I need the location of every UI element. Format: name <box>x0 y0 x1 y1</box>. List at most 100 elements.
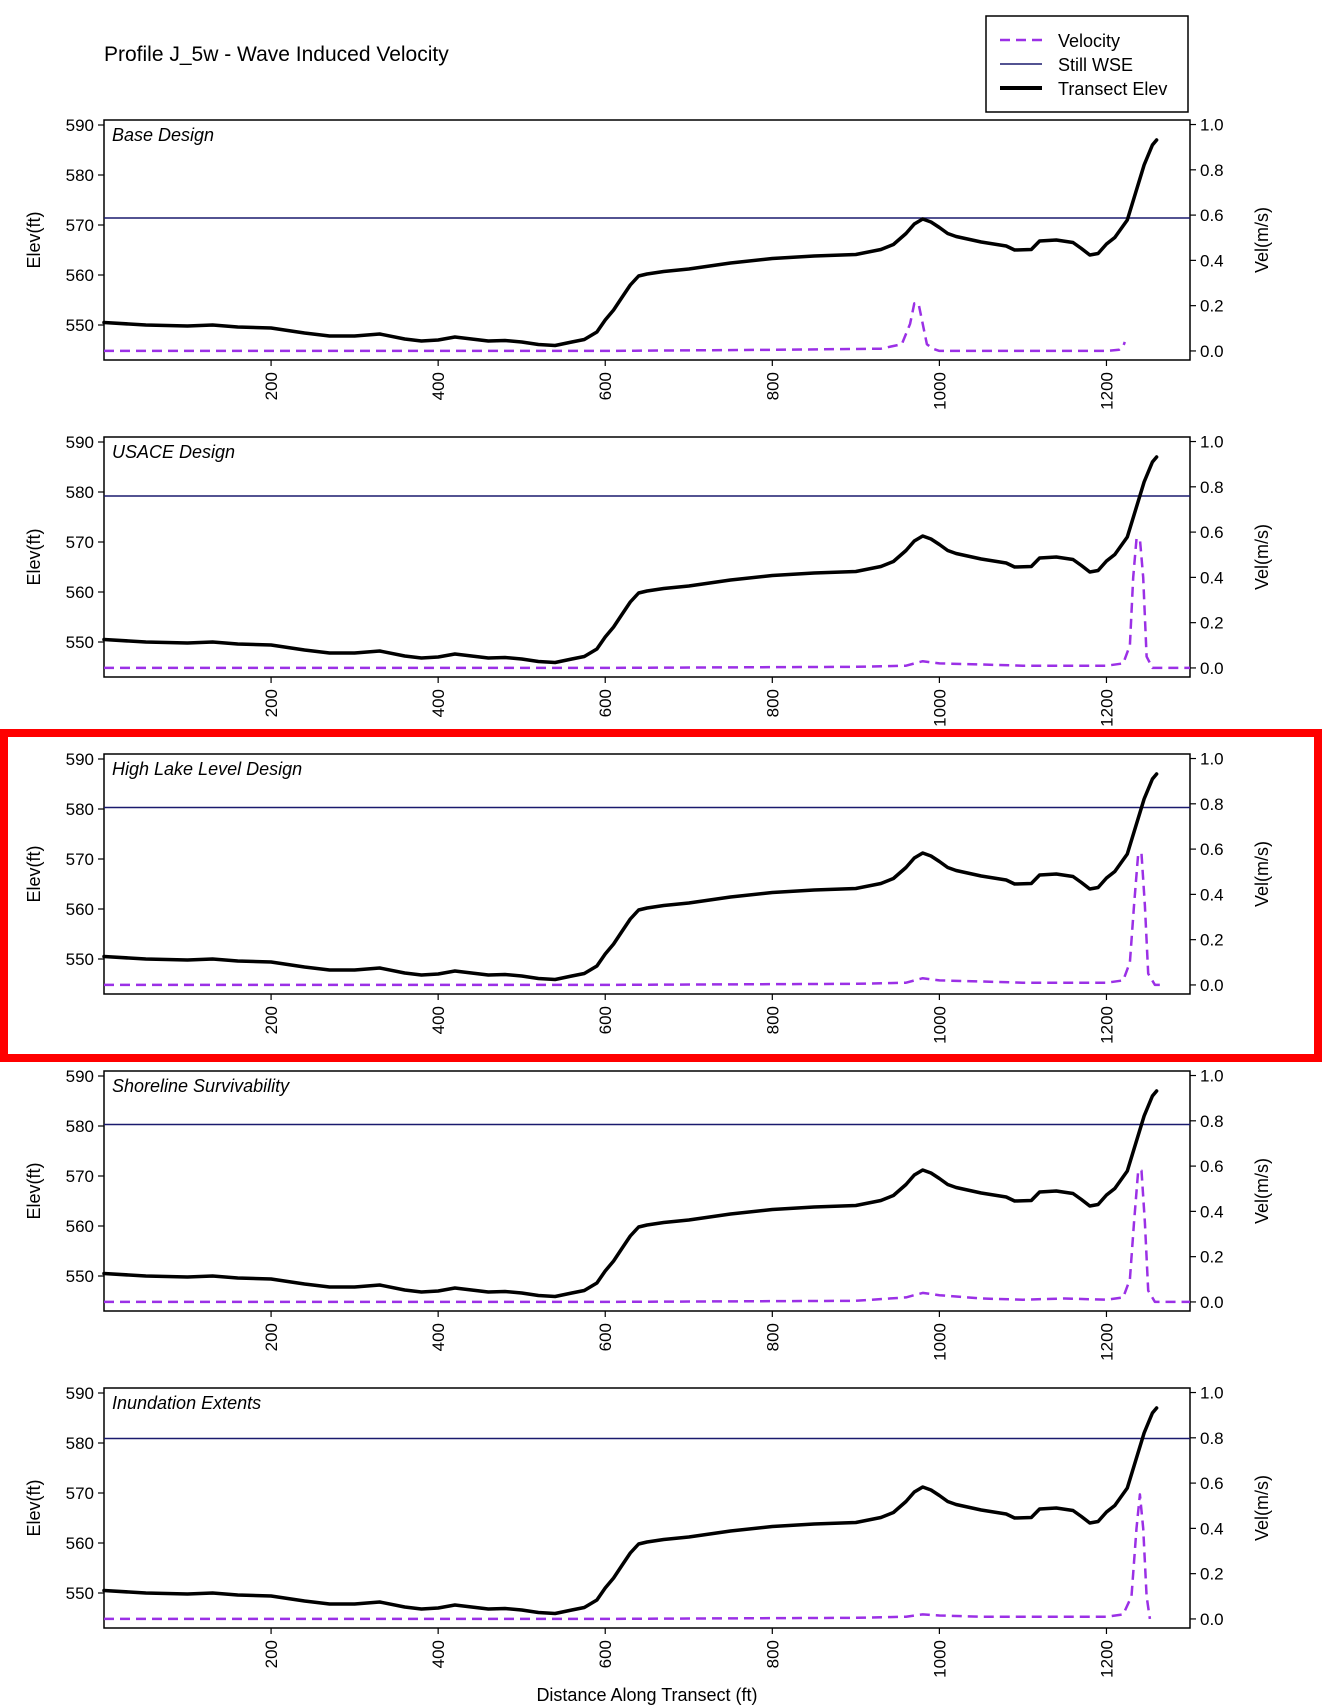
x-tick-label: 600 <box>596 689 615 717</box>
panel-1: Base Design 550 560 570 580 590 0.0 0.2 0.4 0.6 0.… <box>24 116 1272 410</box>
panel-title: Base Design <box>112 125 214 145</box>
y2-tick-label: 0.0 <box>1200 1610 1224 1629</box>
y-tick-label: 580 <box>66 1117 94 1136</box>
y2-axis-label: Vel(m/s) <box>1252 1475 1272 1541</box>
x-tick-label: 1000 <box>930 689 949 727</box>
y2-tick-label: 0.2 <box>1200 1248 1224 1267</box>
x-tick-label: 600 <box>596 1006 615 1034</box>
x-tick-label: 400 <box>429 1006 448 1034</box>
panel-3: High Lake Level Design 550 560 570 580 590 0.0… <box>24 750 1272 1044</box>
y2-tick-label: 0.8 <box>1200 795 1224 814</box>
x-tick-label: 800 <box>763 689 782 717</box>
x-axis-label: Distance Along Transect (ft) <box>536 1685 757 1705</box>
y-tick-label: 550 <box>66 316 94 335</box>
transect-elev-line <box>102 1089 1159 1299</box>
x-tick-label: 400 <box>429 1640 448 1668</box>
y2-tick-label: 0.0 <box>1200 659 1224 678</box>
velocity-line <box>104 1169 1190 1304</box>
y-tick-label: 580 <box>66 483 94 502</box>
x-tick-label: 1200 <box>1097 689 1116 727</box>
y2-axis-label: Vel(m/s) <box>1252 841 1272 907</box>
x-tick-label: 400 <box>429 1323 448 1351</box>
x-tick-label: 800 <box>763 1323 782 1351</box>
y2-tick-label: 1.0 <box>1200 116 1224 135</box>
y2-axis-label: Vel(m/s) <box>1252 1158 1272 1224</box>
y-axis-label: Elev(ft) <box>24 1479 44 1536</box>
y-tick-label: 560 <box>66 583 94 602</box>
y-tick-label: 560 <box>66 1217 94 1236</box>
y-tick-label: 560 <box>66 266 94 285</box>
y-tick-label: 570 <box>66 850 94 869</box>
velocity-line <box>104 1493 1152 1621</box>
velocity-line <box>104 302 1126 353</box>
panel-2: USACE Design 550 560 570 580 590 0.0 0.2 0.4 0.6 0… <box>24 433 1272 727</box>
y-tick-label: 570 <box>66 533 94 552</box>
y2-tick-label: 0.4 <box>1200 251 1224 270</box>
x-tick-label: 1200 <box>1097 1323 1116 1361</box>
y2-tick-label: 0.0 <box>1200 342 1224 361</box>
y-axis-label: Elev(ft) <box>24 211 44 268</box>
panel-5: Inundation Extents 550 560 570 580 590 0.0 0.2 0… <box>24 1384 1272 1678</box>
x-tick-label: 200 <box>262 1006 281 1034</box>
velocity-line <box>104 852 1161 987</box>
x-tick-label: 1000 <box>930 1640 949 1678</box>
y2-tick-label: 0.2 <box>1200 614 1224 633</box>
panel-title: High Lake Level Design <box>112 759 302 779</box>
legend-label-transect-elev: Transect Elev <box>1058 79 1167 99</box>
y2-tick-label: 0.6 <box>1200 840 1224 859</box>
y2-tick-label: 1.0 <box>1200 433 1224 452</box>
x-tick-label: 400 <box>429 689 448 717</box>
y2-tick-label: 0.2 <box>1200 1565 1224 1584</box>
x-tick-label: 1200 <box>1097 372 1116 410</box>
x-tick-label: 1000 <box>930 1006 949 1044</box>
y-axis-label: Elev(ft) <box>24 1162 44 1219</box>
y-tick-label: 570 <box>66 1484 94 1503</box>
y2-tick-label: 0.6 <box>1200 523 1224 542</box>
transect-elev-line <box>102 1406 1159 1616</box>
y-tick-label: 580 <box>66 166 94 185</box>
y2-tick-label: 0.4 <box>1200 1519 1224 1538</box>
plot-frame <box>103 119 1191 361</box>
y2-tick-label: 0.2 <box>1200 931 1224 950</box>
y2-tick-label: 0.4 <box>1200 885 1224 904</box>
y-tick-label: 550 <box>66 950 94 969</box>
y-tick-label: 580 <box>66 1434 94 1453</box>
x-tick-label: 800 <box>763 1006 782 1034</box>
y-tick-label: 550 <box>66 633 94 652</box>
y-axis-label: Elev(ft) <box>24 528 44 585</box>
y-axis-label: Elev(ft) <box>24 845 44 902</box>
x-tick-label: 200 <box>262 372 281 400</box>
y2-tick-label: 0.6 <box>1200 1157 1224 1176</box>
panel-title: Inundation Extents <box>112 1393 261 1413</box>
plot-frame <box>103 436 1191 678</box>
y2-tick-label: 0.0 <box>1200 976 1224 995</box>
y2-axis-label: Vel(m/s) <box>1252 207 1272 273</box>
x-tick-label: 1000 <box>930 372 949 410</box>
legend: Velocity Still WSE Transect Elev <box>985 15 1189 113</box>
x-tick-label: 1000 <box>930 1323 949 1361</box>
y2-tick-label: 0.8 <box>1200 1429 1224 1448</box>
panel-title: Shoreline Survivability <box>112 1076 290 1096</box>
x-tick-label: 800 <box>763 372 782 400</box>
y-tick-label: 580 <box>66 800 94 819</box>
x-tick-label: 1200 <box>1097 1006 1116 1044</box>
x-tick-label: 800 <box>763 1640 782 1668</box>
y-tick-label: 560 <box>66 1534 94 1553</box>
transect-elev-line <box>102 455 1159 665</box>
y2-tick-label: 0.8 <box>1200 1112 1224 1131</box>
legend-label-still-wse: Still WSE <box>1058 55 1133 75</box>
x-tick-label: 600 <box>596 1640 615 1668</box>
y2-tick-label: 0.6 <box>1200 1474 1224 1493</box>
x-tick-label: 400 <box>429 372 448 400</box>
x-tick-label: 200 <box>262 689 281 717</box>
highlight-frame <box>0 729 1322 1062</box>
figure-title: Profile J_5w - Wave Induced Velocity <box>104 43 449 66</box>
x-tick-label: 600 <box>596 1323 615 1351</box>
y-tick-label: 550 <box>66 1584 94 1603</box>
y2-tick-label: 0.6 <box>1200 206 1224 225</box>
y2-tick-label: 1.0 <box>1200 1384 1224 1403</box>
legend-label-velocity: Velocity <box>1058 31 1120 51</box>
transect-elev-line <box>102 772 1159 982</box>
y-tick-label: 590 <box>66 433 94 452</box>
